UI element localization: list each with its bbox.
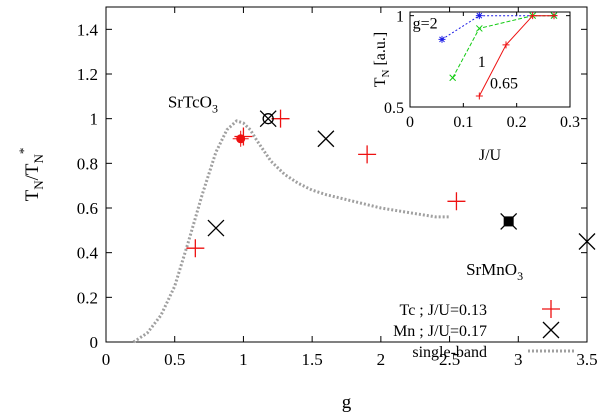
inset-y-tick-label: 1 bbox=[396, 9, 404, 26]
y-axis-label: TN/TN* bbox=[16, 148, 46, 202]
x-tick-label: 3.5 bbox=[576, 350, 597, 369]
mn-point bbox=[259, 110, 277, 128]
inset-point-g1 bbox=[475, 25, 483, 32]
inset-x-axis-label: J/U bbox=[479, 147, 502, 164]
x-tick-label: 0 bbox=[102, 350, 111, 369]
legend-label-mn: Mn ; J/U=0.17 bbox=[393, 323, 487, 340]
mn-highlight-circle bbox=[262, 113, 274, 125]
inset-x-tick-label: 0 bbox=[406, 114, 414, 131]
legend-symbol-tc bbox=[542, 300, 560, 318]
x-tick-label: 0.5 bbox=[164, 350, 185, 369]
y-tick-label: 0.2 bbox=[77, 288, 98, 307]
inset-series-line-2 bbox=[478, 15, 554, 97]
mn-point bbox=[578, 233, 596, 250]
inset-point-g065 bbox=[550, 12, 558, 20]
inset-x-tick-label: 0.3 bbox=[560, 114, 580, 131]
inset-point-g2 bbox=[475, 12, 483, 20]
y-tick-label: 0.6 bbox=[77, 199, 98, 218]
plot-frame bbox=[105, 6, 588, 343]
inset-point-g065 bbox=[529, 12, 537, 20]
mn-point bbox=[317, 130, 335, 148]
y-tick-label: 0.4 bbox=[77, 244, 99, 263]
y-tick-label: 1.4 bbox=[77, 20, 99, 39]
inset-point-g2 bbox=[438, 35, 446, 43]
annotation-srtco3: SrTcO3 bbox=[168, 93, 218, 116]
x-tick-label: 2 bbox=[377, 350, 386, 369]
y-tick-label: 1.2 bbox=[77, 65, 98, 84]
inset-y-axis-label: TN [a.u.] bbox=[372, 32, 392, 88]
inset-point-g1 bbox=[449, 74, 457, 82]
tc-point bbox=[447, 192, 466, 211]
inset-x-tick-label: 0.1 bbox=[453, 114, 473, 131]
inset-x-tick-label: 0.2 bbox=[507, 114, 527, 131]
mn-point bbox=[207, 219, 225, 237]
x-tick-label: 1.5 bbox=[302, 350, 323, 369]
x-tick-label: 1 bbox=[239, 350, 248, 369]
y-tick-label: 0 bbox=[90, 333, 99, 352]
x-tick-label: 3 bbox=[514, 350, 523, 369]
main-plot: 0 0.5 1 1.5 2 2.5 3 3.500.20.40.60.811.21.4gTN/… bbox=[16, 6, 598, 412]
inset-point-g065 bbox=[475, 92, 483, 100]
x-axis-label: g bbox=[342, 392, 352, 412]
inset-frame bbox=[409, 11, 571, 108]
inset-plot: 0 0.1 0.2 0.30.51J/UTN [a.u.]g=210.65 bbox=[372, 9, 580, 164]
inset-point-g065 bbox=[502, 41, 510, 49]
inset-y-tick-label: 0.5 bbox=[384, 100, 404, 117]
x-tick-label: 2.5 bbox=[439, 350, 460, 369]
annotation-srmno3: SrMnO3 bbox=[466, 260, 523, 283]
tc-point bbox=[186, 239, 205, 258]
inset-series-label-1: 1 bbox=[478, 54, 486, 71]
single-band-curve bbox=[132, 119, 450, 344]
legend-label-tc: Tc ; J/U=0.13 bbox=[400, 302, 487, 319]
inset-series-label-2: 0.65 bbox=[490, 76, 518, 93]
y-tick-label: 0.8 bbox=[77, 154, 98, 173]
y-tick-label: 1 bbox=[90, 110, 99, 129]
inset-series-label-0: g=2 bbox=[413, 15, 438, 32]
legend-symbol-mn bbox=[542, 321, 560, 339]
tc-point bbox=[271, 109, 290, 128]
mn-highlight-square bbox=[503, 216, 514, 227]
tc-point bbox=[358, 145, 377, 164]
legend-label-single-band: single-band bbox=[412, 344, 487, 361]
